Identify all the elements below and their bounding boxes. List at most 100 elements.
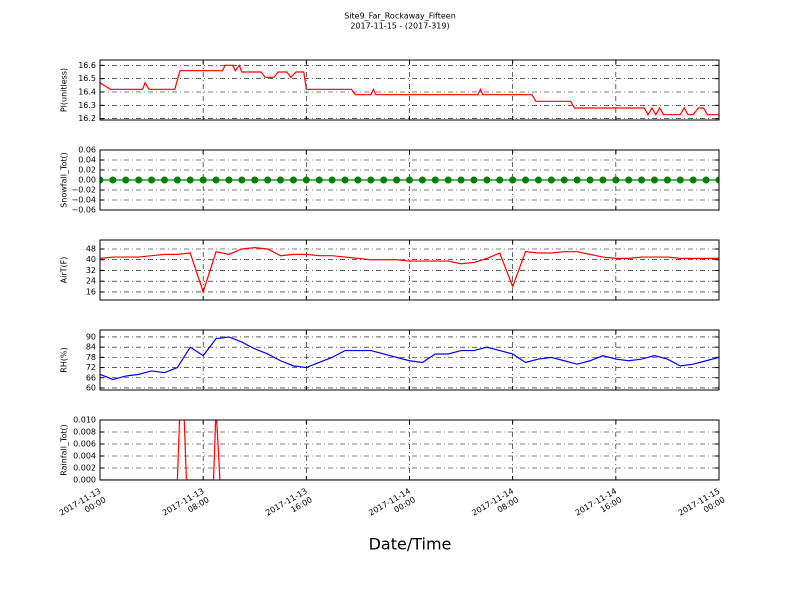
data-point xyxy=(522,176,530,184)
y-tick-label: 60 xyxy=(86,383,96,392)
y-tick-label: 78 xyxy=(86,353,96,362)
y-axis-label: Rainfall_Tot() xyxy=(60,424,69,476)
y-tick-label: 32 xyxy=(86,266,96,275)
data-point xyxy=(483,176,491,184)
figure-subtitle: 2017-11-15 - (2017-319) xyxy=(350,22,449,31)
axes-frame xyxy=(99,59,720,121)
y-tick-label: 90 xyxy=(86,332,96,341)
data-point xyxy=(715,176,719,184)
data-point xyxy=(148,176,156,184)
data-point xyxy=(547,176,555,184)
data-point xyxy=(225,176,233,184)
data-point xyxy=(406,176,413,184)
data-point xyxy=(367,176,375,184)
x-tick-label: 2017-11-1500:00 xyxy=(676,486,726,526)
axes-frame xyxy=(99,419,720,481)
data-point xyxy=(689,176,697,184)
y-tick-label: 16.5 xyxy=(78,74,96,83)
data-point xyxy=(393,176,401,184)
data-point xyxy=(663,176,671,184)
data-point xyxy=(457,176,465,184)
y-tick-label: −0.06 xyxy=(71,206,96,215)
y-tick-label: 48 xyxy=(86,244,96,253)
axes-frame xyxy=(99,329,720,391)
data-point xyxy=(186,176,194,184)
y-tick-label: 16 xyxy=(86,287,96,296)
data-point xyxy=(470,176,478,184)
data-point xyxy=(315,176,323,184)
data-point xyxy=(651,176,659,184)
data-point xyxy=(702,176,710,184)
data-point xyxy=(599,176,607,184)
y-tick-label: 24 xyxy=(86,277,96,286)
y-tick-label: 0.002 xyxy=(73,464,96,473)
y-axis-label: Snowfall_Tot() xyxy=(60,152,69,208)
y-tick-label: 84 xyxy=(86,343,96,352)
data-point xyxy=(341,176,349,184)
y-tick-label: 0.00 xyxy=(78,176,96,185)
y-tick-label: 0.006 xyxy=(73,440,96,449)
y-tick-label: 0.04 xyxy=(78,156,96,165)
figure-title: Site9_Far_Rockaway_Fifteen xyxy=(344,12,456,21)
data-point xyxy=(264,176,272,184)
data-point xyxy=(212,176,220,184)
data-point xyxy=(444,176,452,184)
data-point xyxy=(431,176,439,184)
x-tick-label: 2017-11-1308:00 xyxy=(161,486,211,526)
y-tick-label: 0.02 xyxy=(78,166,96,175)
data-point xyxy=(100,176,104,184)
plot-area xyxy=(100,336,719,381)
data-line xyxy=(100,336,719,381)
data-line xyxy=(100,420,719,480)
y-tick-label: 0.008 xyxy=(73,428,96,437)
y-tick-label: 16.4 xyxy=(78,88,96,97)
data-point xyxy=(160,176,168,184)
data-point xyxy=(676,176,684,184)
x-tick-label: 2017-11-1300:00 xyxy=(57,486,107,526)
y-tick-label: −0.02 xyxy=(71,186,96,195)
data-point xyxy=(277,176,285,184)
axes-frame xyxy=(99,149,720,211)
data-point xyxy=(573,176,581,184)
plot-area xyxy=(100,420,719,480)
y-axis-label: RH(%) xyxy=(60,347,69,372)
x-tick-label: 2017-11-1316:00 xyxy=(264,486,314,526)
x-tick-label: 2017-11-1408:00 xyxy=(470,486,520,526)
y-tick-label: 0.010 xyxy=(73,416,96,425)
plot-area xyxy=(100,64,719,116)
y-tick-label: 16.6 xyxy=(78,61,96,70)
x-tick-label: 2017-11-1400:00 xyxy=(367,486,417,526)
y-axis-label: Pl(unitless) xyxy=(60,68,69,112)
y-axis-label: AirT(F) xyxy=(60,257,69,284)
data-point xyxy=(560,176,568,184)
y-tick-label: 0.004 xyxy=(73,452,96,461)
data-point xyxy=(109,176,117,184)
plot-area xyxy=(100,176,719,184)
data-point xyxy=(173,176,181,184)
data-point xyxy=(238,176,246,184)
data-point xyxy=(509,176,517,184)
plot-area xyxy=(100,247,719,294)
y-tick-label: 40 xyxy=(86,255,96,264)
y-tick-label: 66 xyxy=(86,373,96,382)
y-tick-label: 16.2 xyxy=(78,114,96,123)
data-point xyxy=(135,176,143,184)
data-point xyxy=(251,176,259,184)
y-tick-label: −0.04 xyxy=(71,196,96,205)
data-point xyxy=(625,176,633,184)
x-tick-label: 2017-11-1416:00 xyxy=(573,486,623,526)
y-tick-label: 72 xyxy=(86,363,96,372)
axes-frame xyxy=(99,239,720,301)
data-point xyxy=(534,176,542,184)
data-point xyxy=(328,176,336,184)
data-point xyxy=(586,176,594,184)
data-point xyxy=(199,176,207,184)
data-point xyxy=(354,176,362,184)
data-point xyxy=(380,176,388,184)
x-axis-label: Date/Time xyxy=(369,535,452,554)
y-tick-label: 0.000 xyxy=(73,476,96,485)
data-point xyxy=(418,176,426,184)
data-point xyxy=(302,176,310,184)
data-line xyxy=(100,64,719,116)
